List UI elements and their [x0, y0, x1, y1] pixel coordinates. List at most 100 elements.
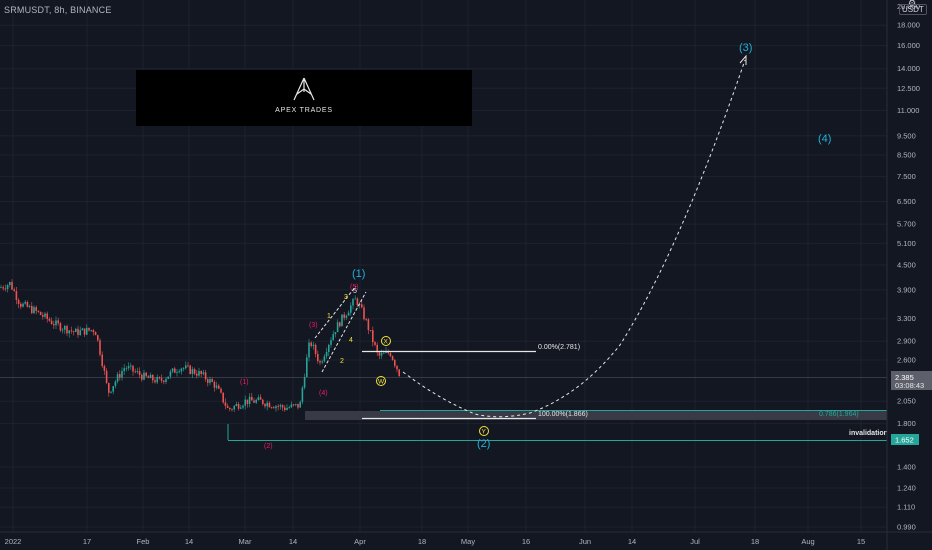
invalidation-price-value: 1.652: [895, 436, 914, 445]
candle-body: [328, 344, 330, 352]
candle-body: [165, 378, 167, 382]
price-tick-label: 5.700: [897, 220, 916, 229]
time-axis[interactable]: 2022 17 Feb 14 Mar 14 Apr 18 May 16 Jun 14 Jul 18 Aug 1…: [0, 531, 932, 546]
candle-body: [321, 361, 323, 363]
price-tick-label: 9.500: [897, 131, 916, 140]
candle-body: [270, 407, 273, 409]
candle-body: [200, 370, 202, 374]
currency-badge[interactable]: USDT: [899, 4, 927, 15]
candle-body: [237, 404, 240, 409]
time-tick-label: Apr: [354, 537, 366, 546]
symbol-header[interactable]: SRMUSDT, 8h, BINANCE: [4, 5, 112, 15]
candle-body: [262, 399, 264, 405]
price-tick-label: 7.500: [897, 172, 916, 181]
candle-body: [301, 387, 304, 402]
candle-body: [266, 402, 268, 407]
time-tick-label: Aug: [801, 537, 814, 546]
candle-body: [369, 330, 372, 331]
candle-body: [88, 327, 90, 331]
candle-body: [0, 287, 2, 289]
candle-body: [290, 404, 293, 408]
candle-body: [299, 401, 301, 408]
candle-body: [31, 305, 33, 314]
sub-wave-3: 3: [344, 294, 348, 301]
candle-body: [17, 299, 20, 304]
price-tick-label: 0.990: [897, 523, 916, 532]
fib-100-label: 100.00%(1.866): [538, 411, 588, 418]
time-tick-label: 14: [185, 537, 193, 546]
candle-body: [169, 371, 172, 377]
candle-body: [42, 314, 44, 317]
candle-body: [66, 326, 68, 334]
minor-wave-3: (3): [309, 322, 318, 329]
candle-body: [39, 311, 42, 315]
candle-body: [90, 330, 92, 331]
candle-body: [387, 351, 389, 354]
price-tick-label: 3.300: [897, 314, 916, 323]
candle-body: [105, 370, 108, 383]
candle-body: [196, 373, 198, 376]
candle-body: [275, 406, 277, 409]
time-tick-label: 18: [751, 537, 759, 546]
time-tick-label: 14: [628, 537, 636, 546]
candle-body: [121, 371, 123, 378]
price-tick-label: 16.000: [897, 41, 920, 50]
time-tick-label: 2022: [5, 537, 22, 546]
minor-wave-4: (4): [319, 390, 328, 397]
candle-body: [46, 313, 48, 319]
time-tick-label: 17: [83, 537, 91, 546]
candle-body: [99, 340, 101, 355]
grid: [0, 0, 887, 532]
candle-body: [372, 330, 374, 343]
candle-body: [156, 376, 158, 383]
candle-body: [336, 322, 339, 333]
time-tick-label: Jun: [579, 537, 591, 546]
candle-body: [178, 371, 180, 373]
candle-body: [185, 365, 187, 369]
candle-body: [191, 369, 194, 374]
candle-body: [376, 344, 378, 353]
candle-body: [101, 354, 103, 367]
price-tick-label: 3.900: [897, 285, 916, 294]
candle-body: [356, 298, 359, 306]
candle-body: [132, 365, 134, 372]
time-tick-label: Mar: [239, 537, 252, 546]
price-tick-label: 12.500: [897, 84, 920, 93]
price-axis[interactable]: 20.000 18.000 16.000 14.000 12.500 11.000 9.50…: [886, 0, 920, 550]
wedge-pattern: [314, 285, 367, 373]
candle-body: [48, 318, 51, 321]
candle-body: [358, 304, 361, 306]
sub-wave-4: 4: [349, 337, 353, 344]
candle-body: [314, 344, 317, 354]
candle-body: [79, 330, 81, 335]
correction-x: X: [384, 339, 389, 346]
candle-body: [374, 342, 376, 345]
candle-body: [108, 382, 110, 393]
major-wave-4: (4): [818, 133, 831, 145]
candle-body: [59, 323, 62, 331]
correction-y-circle: [479, 426, 489, 436]
candle-body: [347, 312, 350, 316]
candle-body: [35, 307, 37, 311]
minor-wave-2: (2): [264, 443, 273, 450]
major-wave-3: (3): [739, 42, 752, 54]
candle-body: [202, 372, 205, 374]
candle-body: [308, 342, 310, 358]
apex-trades-logo: APEX TRADES: [136, 70, 472, 126]
candle-body: [259, 397, 262, 400]
candle-body: [284, 407, 286, 411]
candle-body: [149, 374, 152, 379]
candle-body: [231, 409, 233, 410]
candle-body: [6, 285, 9, 289]
fib-0-label: 0.00%(2.781): [538, 344, 580, 351]
candle-body: [75, 328, 77, 333]
price-tick-label: 1.110: [897, 503, 915, 512]
minor-wave-1: (1): [240, 379, 249, 386]
candle-body: [398, 369, 400, 377]
candle-body: [11, 282, 13, 290]
candle-body: [138, 371, 141, 375]
sub-wave-2: 2: [340, 358, 344, 365]
candle-body: [61, 329, 64, 331]
candle-body: [332, 334, 334, 341]
